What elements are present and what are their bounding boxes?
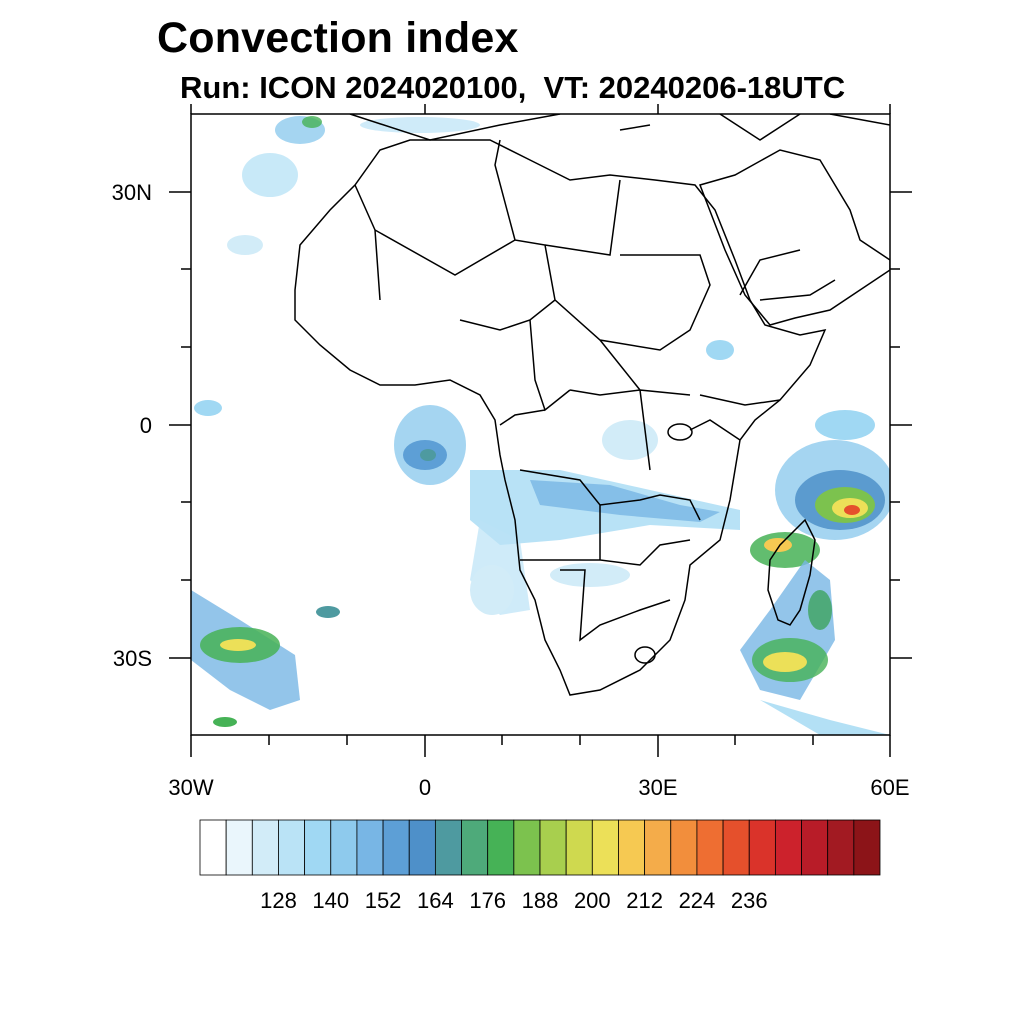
- colorbar-swatch: [461, 819, 489, 876]
- colorbar-label: 188: [521, 888, 559, 913]
- lake-victoria-outline: [667, 423, 693, 441]
- convection-patch: [242, 153, 298, 197]
- convection-patch: [316, 606, 340, 618]
- axis-ticks: [169, 104, 912, 757]
- colorbar-swatch: [565, 819, 593, 876]
- colorbar: [199, 819, 881, 876]
- convection-patch: [550, 563, 630, 587]
- convection-field: [191, 116, 890, 735]
- africa-coastline: [294, 139, 827, 696]
- colorbar-swatch: [696, 819, 724, 876]
- convection-patch: [706, 340, 734, 360]
- chart-subtitle: Run: ICON 2024020100, VT: 20240206-18UTC: [180, 70, 846, 105]
- convection-patch: [220, 639, 256, 651]
- colorbar-label: 200: [573, 888, 611, 913]
- colorbar-swatch: [199, 819, 227, 876]
- colorbar-swatch: [513, 819, 541, 876]
- colorbar-swatch: [330, 819, 358, 876]
- lon-label-60e: 60E: [870, 775, 910, 800]
- lat-label-0: 0: [139, 413, 152, 438]
- colorbar-swatch: [408, 819, 436, 876]
- convection-patch: [530, 480, 720, 522]
- colorbar-swatch: [278, 819, 306, 876]
- colorbar-swatch: [304, 819, 332, 876]
- lat-label-30s: 30S: [112, 646, 152, 671]
- chart-title: Convection index: [157, 14, 519, 62]
- colorbar-swatch: [225, 819, 253, 876]
- lon-label-30e: 30E: [638, 775, 678, 800]
- colorbar-label: 152: [364, 888, 402, 913]
- lon-label-30w: 30W: [168, 775, 214, 800]
- convection-patch: [808, 590, 832, 630]
- colorbar-label: 164: [417, 888, 454, 913]
- madagascar-coastline: [767, 518, 816, 626]
- colorbar-swatch: [251, 819, 279, 876]
- convection-patch: [764, 538, 792, 552]
- convection-patch: [194, 400, 222, 416]
- convection-patch: [420, 449, 436, 461]
- convection-patch: [470, 565, 514, 615]
- colorbar-swatch: [748, 819, 776, 876]
- colorbar-swatch: [644, 819, 672, 876]
- convection-patch: [602, 420, 658, 460]
- convection-patch: [815, 410, 875, 440]
- colorbar-label: 128: [260, 888, 297, 913]
- colorbar-label: 236: [730, 888, 768, 913]
- lat-label-30n: 30N: [111, 180, 152, 205]
- colorbar-swatch: [722, 819, 750, 876]
- convection-patch: [760, 700, 890, 735]
- colorbar-swatch: [539, 819, 567, 876]
- colorbar-swatch: [591, 819, 619, 876]
- convection-patch: [227, 235, 263, 255]
- colorbar-swatch: [774, 819, 802, 876]
- convection-patch: [763, 652, 807, 672]
- lon-label-0: 0: [418, 775, 432, 800]
- colorbar-label: 176: [469, 888, 507, 913]
- convection-patch: [302, 116, 322, 128]
- lesotho-border: [634, 646, 656, 664]
- colorbar-swatch: [827, 819, 855, 876]
- colorbar-swatch: [382, 819, 410, 876]
- colorbar-swatch: [801, 819, 829, 876]
- colorbar-swatch: [670, 819, 698, 876]
- colorbar-swatch: [434, 819, 462, 876]
- colorbar-label: 224: [678, 888, 716, 913]
- coastlines: [294, 114, 890, 696]
- europe-coastline: [349, 114, 890, 141]
- colorbar-swatch: [356, 819, 384, 876]
- convection-patch: [213, 717, 237, 727]
- convection-patch: [360, 117, 480, 133]
- convection-patch: [844, 505, 860, 515]
- arabia-coastline: [699, 149, 890, 326]
- colorbar-label: 212: [626, 888, 663, 913]
- colorbar-swatch: [487, 819, 515, 876]
- colorbar-label: 140: [312, 888, 350, 913]
- colorbar-swatch: [618, 819, 646, 876]
- colorbar-swatch: [853, 819, 881, 876]
- country-borders: [354, 139, 836, 642]
